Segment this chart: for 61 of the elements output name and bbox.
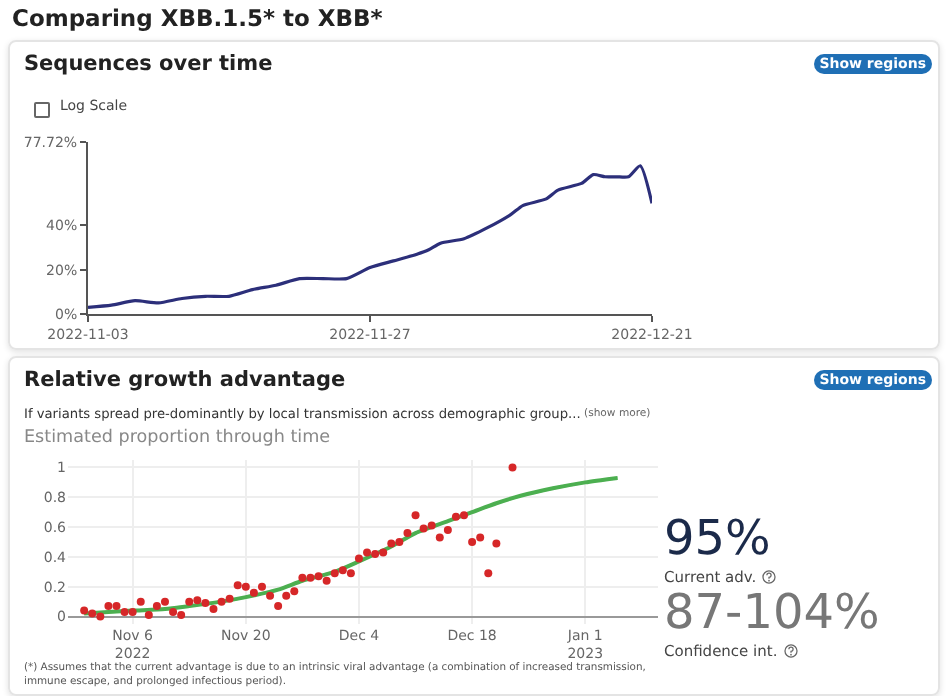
point <box>136 597 145 606</box>
point <box>128 608 137 617</box>
point <box>96 612 105 621</box>
point <box>443 526 452 535</box>
text: 87-104% <box>664 584 880 640</box>
point <box>144 611 153 620</box>
point <box>346 569 355 578</box>
point <box>225 594 234 603</box>
point <box>330 569 339 578</box>
point <box>476 533 485 542</box>
point <box>80 606 89 615</box>
point <box>403 529 412 538</box>
chart-subtitle: Sequences over time <box>24 52 273 76</box>
point <box>88 609 97 618</box>
point <box>160 597 169 606</box>
point <box>257 582 266 591</box>
point <box>314 572 323 581</box>
point <box>249 588 258 597</box>
point <box>395 538 404 546</box>
point <box>298 573 307 582</box>
point <box>492 539 501 548</box>
point <box>201 599 210 608</box>
point <box>460 511 469 520</box>
point <box>322 576 331 585</box>
point <box>468 538 477 546</box>
point <box>177 611 186 620</box>
point <box>427 521 436 530</box>
point <box>484 569 493 578</box>
point <box>508 463 517 472</box>
point <box>371 549 380 558</box>
point <box>193 596 202 605</box>
line-series <box>82 475 620 616</box>
point <box>274 602 283 611</box>
point <box>241 582 250 591</box>
point <box>266 591 275 600</box>
point <box>419 524 428 533</box>
point <box>209 605 218 614</box>
point <box>233 581 242 590</box>
point <box>169 608 178 617</box>
point <box>354 554 363 563</box>
point <box>306 573 315 582</box>
point <box>282 591 291 600</box>
point <box>451 512 460 521</box>
point <box>120 608 129 617</box>
point <box>152 602 161 611</box>
text: 95% <box>664 510 771 566</box>
point <box>104 602 113 611</box>
point <box>112 602 121 611</box>
point <box>435 533 444 542</box>
point <box>338 566 347 575</box>
chart-title: Relative growth advantage <box>24 368 346 392</box>
point <box>387 539 396 548</box>
point <box>290 587 299 596</box>
text: Estimated proportion through time <box>24 428 331 448</box>
point <box>217 597 226 606</box>
point <box>363 548 372 557</box>
line-series <box>88 164 652 309</box>
chart-title: Comparing XBB.1.5* to XBB* <box>12 4 383 32</box>
point <box>379 548 388 557</box>
point <box>185 597 194 606</box>
point <box>411 511 420 520</box>
